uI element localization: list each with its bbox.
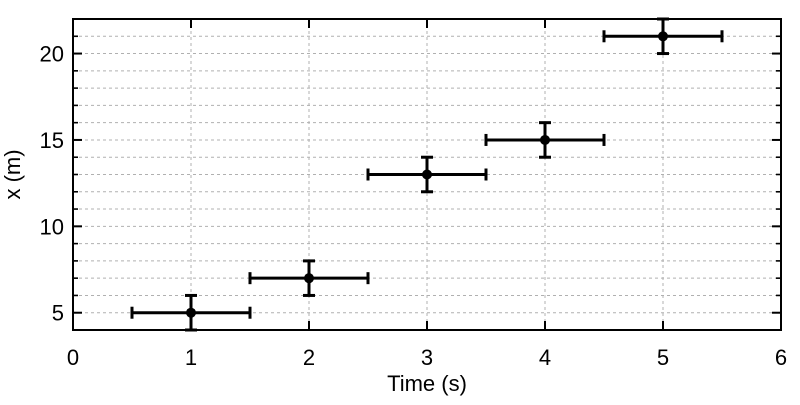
series-x-vs-time xyxy=(130,17,724,332)
data-point-marker xyxy=(304,273,314,284)
data-point xyxy=(248,259,370,297)
data-point-marker xyxy=(422,169,432,180)
data-point xyxy=(602,17,724,56)
x-tick-label: 2 xyxy=(303,345,315,370)
x-tick-label: 5 xyxy=(657,345,669,370)
y-axis-label: x (m) xyxy=(0,149,25,199)
data-point xyxy=(484,121,606,159)
y-tick-label: 20 xyxy=(40,42,64,67)
x-tick-label: 1 xyxy=(185,345,197,370)
data-layer xyxy=(130,17,724,332)
y-tick-label: 5 xyxy=(52,301,64,326)
y-tick-label: 10 xyxy=(40,214,64,239)
x-tick-label: 0 xyxy=(67,345,79,370)
x-tick-label: 6 xyxy=(775,345,787,370)
data-point xyxy=(130,293,252,332)
plot-border xyxy=(72,18,782,331)
data-point xyxy=(366,155,488,194)
tick-label-layer: 0 1 2 3 4 5 6 5 10 15 20 xyxy=(40,42,788,370)
x-axis-label: Time (s) xyxy=(387,371,467,396)
data-point-marker xyxy=(540,134,550,145)
x-tick-label: 3 xyxy=(421,345,433,370)
y-tick-label: 15 xyxy=(40,128,64,153)
data-point-marker xyxy=(658,31,668,42)
x-tick-label: 4 xyxy=(539,345,551,370)
data-point-marker xyxy=(186,307,196,318)
